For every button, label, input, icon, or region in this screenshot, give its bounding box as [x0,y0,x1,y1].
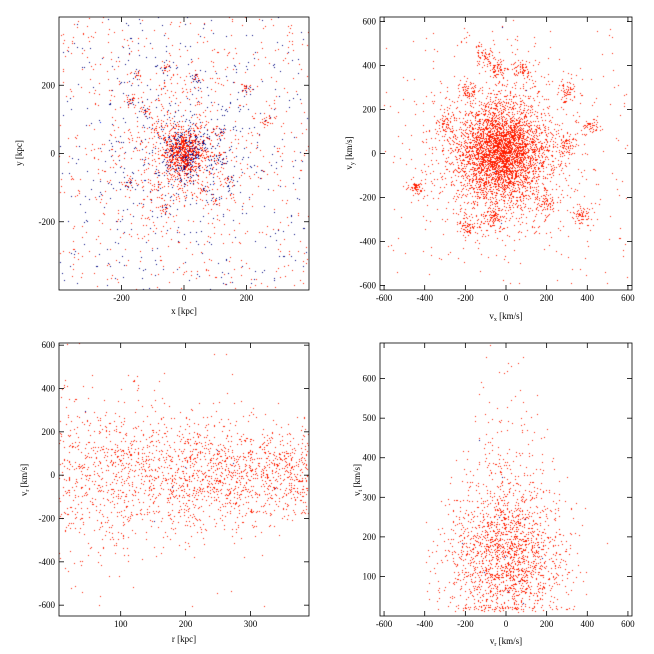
x-tick-label: -400 [416,619,433,629]
y-tick-label: 0 [51,470,56,480]
y-tick-label: 400 [363,60,377,70]
x-tick-label: -200 [113,293,130,303]
panel-vrvt: -600 -400 -200 0 200 400 600 100 200 300 400 500 600… [352,342,635,648]
x-tick-label: 100 [114,619,128,629]
x-tick-label: 400 [581,619,595,629]
y-tick-label: 300 [363,492,377,502]
xy-x-axis-label: x [kpc] [171,306,197,316]
y-tick-label: 0 [372,149,377,159]
y-tick-label: 500 [363,413,377,423]
x-tick-label: 200 [179,619,193,629]
x-tick-label: 400 [581,293,595,303]
panel-vxvy: -600 -400 -200 0 200 400 600 -600 -400 -200 0 200 40… [344,16,635,323]
y-tick-label: 200 [363,104,377,114]
panel-xy: -200 0 200 -200 0 200 x [kpc] y [kpc] [14,16,310,316]
vrvt-y-axis-label: vt [km/s] [352,464,364,496]
x-tick-label: 200 [540,619,554,629]
y-tick-label: -600 [39,600,56,610]
y-tick-label: -400 [360,237,377,247]
y-tick-label: 200 [42,80,56,90]
x-tick-label: -200 [457,619,474,629]
xy-y-axis-label: y [kpc] [14,140,24,166]
x-tick-label: 0 [182,293,187,303]
y-tick-label: -600 [360,281,377,291]
vrvt-density-plot [380,343,632,616]
x-tick-label: 600 [621,293,635,303]
x-tick-label: -600 [376,619,393,629]
y-tick-label: -200 [39,514,56,524]
y-tick-label: 0 [51,149,56,159]
x-tick-label: -400 [416,293,433,303]
y-tick-label: 600 [363,374,377,384]
y-tick-label: 100 [363,571,377,581]
x-tick-label: 300 [244,619,258,629]
y-tick-label: 600 [42,340,56,350]
x-tick-label: 600 [621,619,635,629]
y-tick-label: -400 [39,557,56,567]
x-tick-label: 200 [540,293,554,303]
rvr-plot-frame [58,342,310,617]
vrvt-x-axis-label: vr [km/s] [490,636,522,648]
y-tick-label: 400 [363,453,377,463]
vxvy-density-plot [380,17,632,290]
rvr-y-axis-label: vr [km/s] [19,464,31,496]
x-tick-label: -200 [457,293,474,303]
vxvy-y-axis-label: vy [km/s] [344,136,356,169]
x-tick-label: 0 [504,293,509,303]
y-tick-label: -200 [39,217,56,227]
y-tick-label: -200 [360,193,377,203]
y-tick-label: 200 [363,532,377,542]
rvr-x-axis-label: r [kpc] [172,634,196,644]
rvr-density-plot [59,343,309,616]
x-tick-label: 200 [240,293,254,303]
x-tick-label: 0 [504,619,509,629]
y-tick-label: 600 [363,16,377,26]
xy-density-plot [59,17,309,290]
x-tick-label: -600 [376,293,393,303]
y-tick-label: 400 [42,384,56,394]
y-tick-label: 200 [42,427,56,437]
vxvy-x-axis-label: vx [km/s] [489,311,522,323]
